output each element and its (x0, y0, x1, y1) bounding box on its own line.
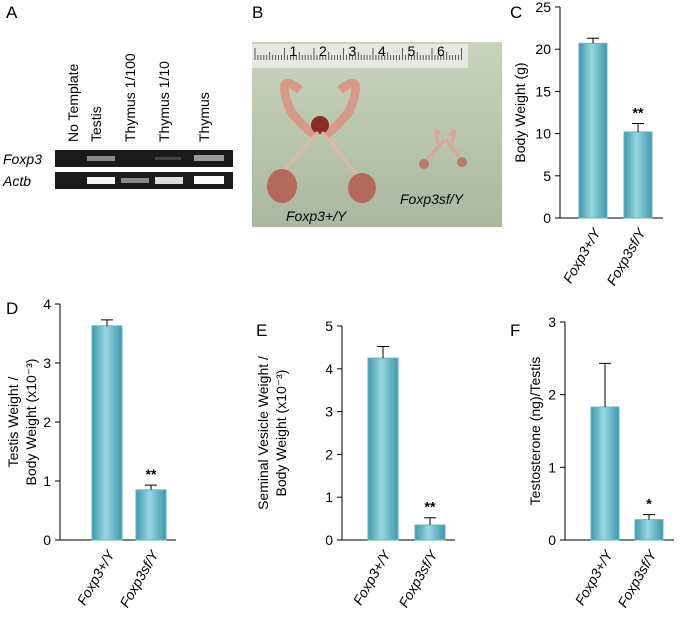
bar (91, 325, 123, 541)
x-tick-label: Foxp3sf/Y (395, 546, 441, 610)
gel-band (121, 178, 149, 183)
panel-letter: E (256, 321, 267, 340)
y-tick-label: 20 (535, 41, 551, 57)
y-axis-label: Testis Weight / (5, 377, 21, 468)
error-bar (587, 37, 599, 44)
y-tick-label: 1 (43, 473, 51, 489)
y-tick-label: 3 (548, 314, 556, 330)
lane-label: Thymus 1/10 (156, 61, 172, 142)
ruler-label: 1 (290, 43, 298, 59)
bar (623, 131, 653, 219)
x-tick-label: Foxp3+/Y (350, 546, 395, 608)
x-tick-label: Foxp3sf/Y (603, 224, 649, 288)
y-tick-label: 5 (543, 168, 551, 184)
y-tick-label: 4 (43, 296, 51, 312)
panel-letter: D (6, 299, 18, 318)
y-tick-label: 10 (535, 126, 551, 142)
organ (311, 116, 329, 134)
x-tick-label: Foxp3sf/Y (614, 546, 660, 610)
photo-label: Foxp3+/Y (286, 208, 348, 224)
organ (279, 78, 361, 139)
y-tick-label: 2 (43, 414, 51, 430)
significance: ** (146, 466, 157, 482)
y-tick-label: 4 (325, 361, 333, 377)
y-axis-label: Body Weight (x10⁻³) (23, 359, 39, 486)
significance: * (646, 496, 652, 512)
organ (419, 159, 429, 169)
error-bar (643, 514, 655, 520)
y-axis-label: Body Weight (x10⁻³) (273, 370, 289, 497)
bar (135, 489, 167, 541)
x-tick-label: Foxp3+/Y (560, 224, 605, 286)
error-bar (599, 362, 611, 408)
organ (457, 157, 467, 167)
ruler-label: 4 (378, 43, 386, 59)
ruler-label: 5 (408, 43, 416, 59)
lane-label: Thymus 1/100 (122, 53, 138, 142)
ruler-label: 3 (349, 43, 357, 59)
gel-band (194, 176, 224, 184)
y-tick-label: 25 (535, 0, 551, 15)
bar (578, 42, 608, 219)
gene-label: Foxp3 (3, 151, 42, 167)
y-tick-label: 0 (548, 532, 556, 548)
y-tick-label: 0 (325, 532, 333, 548)
x-tick-label: Foxp3sf/Y (116, 546, 162, 610)
gel-band (194, 155, 224, 161)
bar (590, 406, 620, 541)
y-tick-label: 2 (548, 387, 556, 403)
gel-band (155, 157, 181, 160)
gel-row (55, 150, 233, 167)
gel-band (87, 177, 115, 184)
panel-letter: F (510, 321, 520, 340)
y-tick-label: 3 (43, 355, 51, 371)
y-axis-label: Testosterone (ng)/Testis (527, 357, 543, 506)
gene-label: Actb (2, 173, 31, 189)
y-tick-label: 1 (548, 459, 556, 475)
y-tick-label: 15 (535, 83, 551, 99)
panel-letter: A (6, 3, 18, 22)
lane-label: Thymus (196, 92, 212, 142)
ruler-label: 6 (437, 43, 445, 59)
organ (423, 129, 464, 163)
error-bar (377, 346, 389, 359)
y-axis-label: Seminal Vesicle Weight / (255, 356, 271, 510)
organ (278, 131, 362, 179)
photo-label: Foxp3sf/Y (400, 191, 465, 207)
error-bar (101, 319, 113, 326)
bar (634, 519, 664, 541)
lane-label: Testis (88, 106, 104, 142)
y-tick-label: 1 (325, 489, 333, 505)
bar (367, 357, 399, 541)
ruler-label: 2 (319, 43, 327, 59)
panel-letter: B (252, 3, 263, 22)
y-axis-label: Body Weight (g) (512, 62, 528, 162)
error-bar (424, 517, 436, 526)
organ (348, 173, 376, 203)
gel-band (155, 177, 183, 184)
y-tick-label: 2 (325, 446, 333, 462)
significance: ** (633, 104, 644, 120)
lane-label: No Template (65, 63, 81, 142)
organ (267, 169, 297, 203)
y-tick-label: 3 (325, 404, 333, 420)
y-tick-label: 5 (325, 318, 333, 334)
bar (414, 524, 446, 541)
x-tick-label: Foxp3+/Y (572, 546, 617, 608)
x-tick-label: Foxp3+/Y (74, 546, 119, 608)
error-bar (145, 484, 157, 490)
panel-letter: C (510, 3, 522, 22)
gel-band (87, 156, 115, 161)
significance: ** (425, 499, 436, 515)
y-tick-label: 0 (543, 210, 551, 226)
y-tick-label: 0 (43, 532, 51, 548)
error-bar (632, 122, 644, 132)
